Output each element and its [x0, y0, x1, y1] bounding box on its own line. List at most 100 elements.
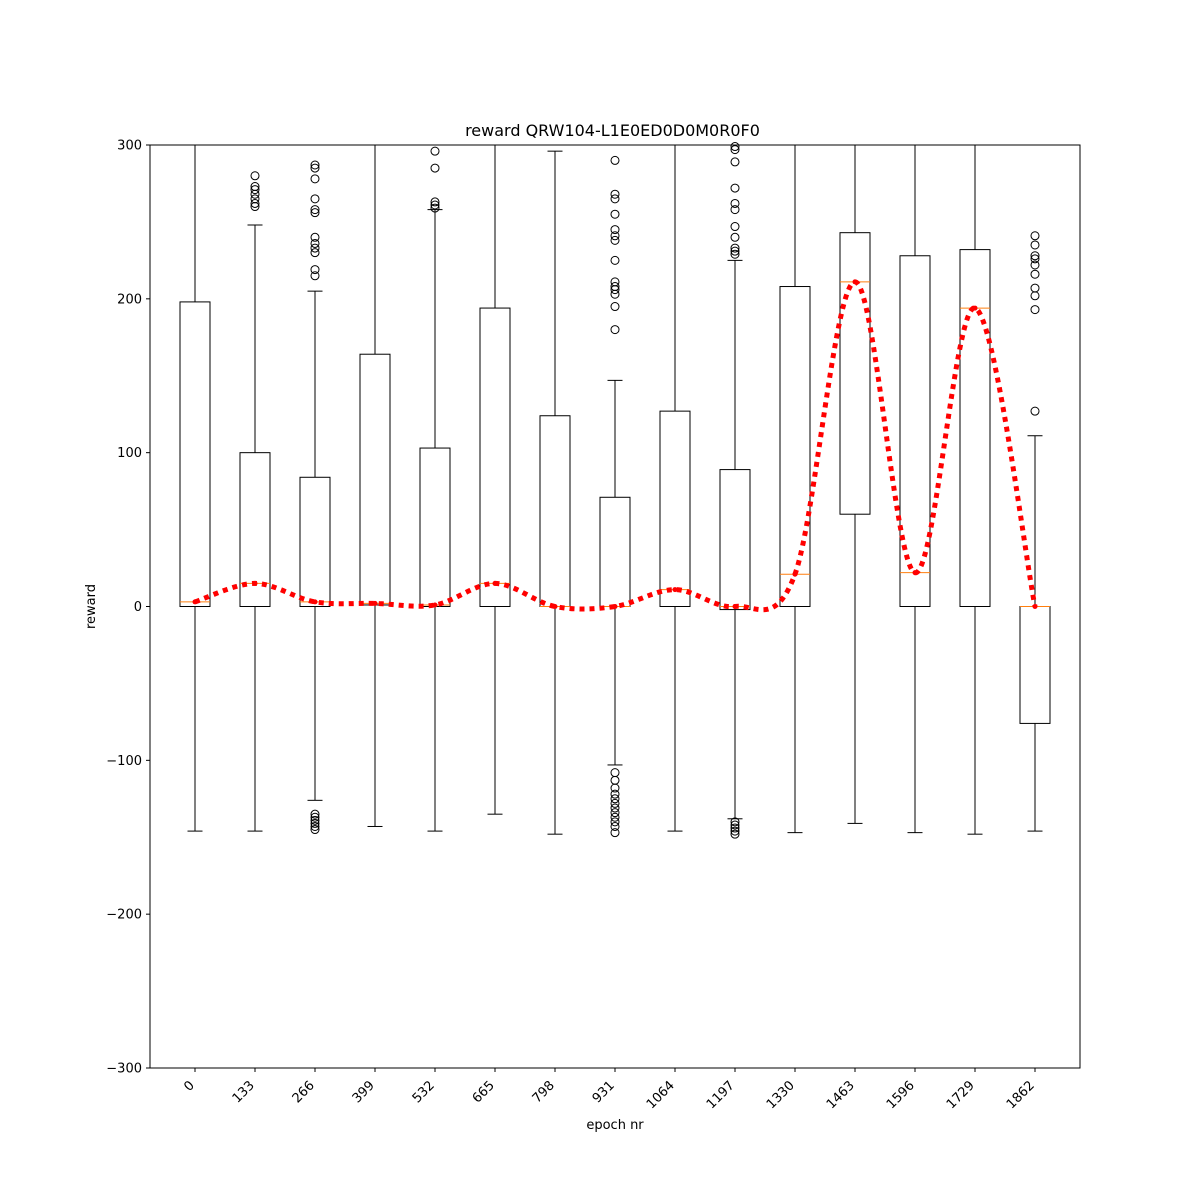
outlier-point [610, 255, 620, 265]
outlier-point [610, 194, 620, 204]
outlier-point [250, 182, 260, 192]
trend-point [312, 599, 318, 605]
outlier-point [310, 271, 320, 281]
y-tick-label: 100 [117, 446, 142, 461]
outlier-point [610, 789, 620, 799]
trend-point [912, 570, 918, 576]
outlier-point [310, 160, 320, 170]
box-body [179, 301, 211, 607]
outlier-point [730, 249, 740, 259]
outlier-point [1030, 254, 1040, 264]
outlier-point [430, 163, 440, 173]
outlier-point [310, 809, 320, 819]
outlier-point [250, 185, 260, 195]
outlier-point [310, 174, 320, 184]
outlier-point [1030, 260, 1040, 270]
outlier-point [310, 812, 320, 822]
trend-point [252, 580, 258, 586]
y-axis-label: reward [84, 584, 99, 629]
outlier-point [610, 282, 620, 292]
box-body [239, 452, 271, 607]
outlier-point [730, 157, 740, 167]
x-axis-label: epoch nr [586, 1118, 644, 1133]
trend-point [672, 587, 678, 593]
outlier-point [310, 208, 320, 218]
y-tick-label: −200 [106, 908, 142, 923]
outlier-point [310, 163, 320, 173]
outlier-point [610, 155, 620, 165]
outlier-point [310, 248, 320, 258]
box-body [719, 469, 751, 611]
outlier-point [430, 200, 440, 210]
outlier-point [730, 183, 740, 193]
outlier-point [730, 246, 740, 256]
outlier-point [610, 812, 620, 822]
outlier-point [310, 232, 320, 242]
outlier-point [730, 823, 740, 833]
trend-point [192, 599, 198, 605]
outlier-point [730, 205, 740, 215]
box-body [479, 307, 511, 607]
outlier-point [610, 794, 620, 804]
outlier-point [730, 820, 740, 830]
outlier-point [730, 145, 740, 155]
outlier-point [1030, 283, 1040, 293]
trend-point [552, 604, 558, 609]
outlier-point [1030, 240, 1040, 250]
outlier-point [1030, 406, 1040, 416]
chart-title: reward QRW104-L1E0ED0D0M0R0F0 [465, 121, 760, 140]
outlier-point [610, 231, 620, 241]
outlier-point [310, 194, 320, 204]
outlier-point [610, 783, 620, 793]
outlier-point [310, 825, 320, 835]
outlier-point [730, 142, 740, 152]
box-body [839, 232, 871, 515]
y-tick-label: 0 [134, 600, 142, 615]
outlier-point [250, 198, 260, 208]
outlier-point [1030, 251, 1040, 261]
trend-point [432, 602, 438, 608]
outlier-point [610, 325, 620, 335]
outlier-point [1030, 269, 1040, 279]
trend-point [492, 580, 498, 586]
outlier-point [730, 243, 740, 253]
trend-point [372, 600, 378, 606]
outlier-point [730, 826, 740, 836]
outlier-point [610, 302, 620, 312]
trend-point [732, 604, 738, 609]
trend-point [972, 305, 978, 311]
outlier-point [310, 205, 320, 215]
outlier-point [610, 803, 620, 813]
trend-point [792, 571, 798, 577]
outlier-point [610, 808, 620, 818]
outlier-point [610, 817, 620, 827]
outlier-point [430, 203, 440, 213]
box-body [299, 476, 331, 607]
outlier-point [310, 818, 320, 828]
outlier-point [610, 209, 620, 219]
outlier-point [610, 277, 620, 287]
outlier-point [250, 194, 260, 204]
outlier-point [730, 817, 740, 827]
outlier-point [610, 821, 620, 831]
trend-point [1032, 604, 1038, 609]
outlier-point [610, 225, 620, 235]
outlier-point [610, 798, 620, 808]
outlier-point [430, 146, 440, 156]
outlier-point [310, 815, 320, 825]
box-body [779, 286, 811, 607]
y-tick-label: 300 [117, 139, 142, 154]
outlier-point [730, 829, 740, 839]
trend-point [612, 604, 618, 609]
box-body [659, 410, 691, 607]
y-tick-label: −100 [106, 754, 142, 769]
outlier-point [610, 828, 620, 838]
outlier-point [430, 197, 440, 207]
outlier-point [1030, 305, 1040, 315]
outlier-point [310, 243, 320, 253]
box-body [899, 255, 931, 607]
outlier-point [310, 238, 320, 248]
trend-point [852, 279, 858, 285]
outlier-point [310, 821, 320, 831]
